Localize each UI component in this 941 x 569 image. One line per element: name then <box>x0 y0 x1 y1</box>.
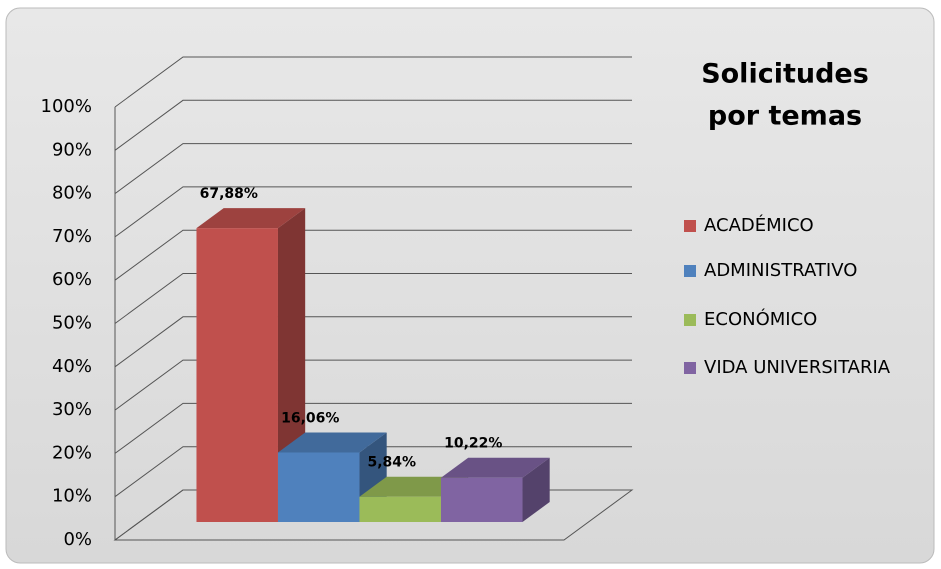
y-tick-label: 40% <box>52 356 92 377</box>
grid-line <box>114 359 632 411</box>
y-tick-label: 70% <box>52 226 92 247</box>
grid-line <box>114 446 632 498</box>
y-tick-label: 60% <box>52 269 92 290</box>
grid-line <box>114 143 632 195</box>
value-label: 5,84% <box>367 455 416 471</box>
legend-label: ACADÉMICO <box>704 214 814 236</box>
value-label: 67,88% <box>200 186 258 202</box>
bar <box>359 496 441 522</box>
bar-side <box>522 457 550 522</box>
legend-swatch <box>684 265 696 277</box>
grid-line <box>114 56 632 108</box>
bar-top <box>277 432 387 453</box>
legend-swatch <box>684 362 696 374</box>
grid-line <box>114 229 632 281</box>
legend-label: VIDA UNIVERSITARIA <box>704 357 891 378</box>
bar <box>196 228 278 523</box>
grid-line <box>114 316 632 368</box>
bar <box>277 452 360 522</box>
y-tick-label: 30% <box>52 399 92 420</box>
y-tick-label: 20% <box>52 442 92 463</box>
chart-title: Solicitudes <box>701 59 869 90</box>
legend-label: ADMINISTRATIVO <box>704 260 857 281</box>
grid-line <box>114 186 632 238</box>
y-tick-label: 10% <box>52 486 92 507</box>
grid-line <box>114 402 632 454</box>
value-label: 10,22% <box>444 436 502 452</box>
grid-line <box>114 273 632 324</box>
chart-title: por temas <box>708 101 862 132</box>
bar <box>440 477 523 522</box>
legend-label: ECONÓMICO <box>704 308 817 330</box>
y-tick-label: 80% <box>52 183 92 204</box>
legend-swatch <box>684 220 696 232</box>
grid-line <box>114 99 632 151</box>
y-tick-label: 100% <box>41 96 92 117</box>
y-tick-label: 0% <box>63 529 92 550</box>
y-tick-label: 90% <box>52 139 92 160</box>
legend-swatch <box>684 314 696 326</box>
bar-top <box>196 208 306 229</box>
value-label: 16,06% <box>281 410 339 426</box>
bar-top <box>440 457 550 478</box>
y-tick-label: 50% <box>52 313 92 334</box>
